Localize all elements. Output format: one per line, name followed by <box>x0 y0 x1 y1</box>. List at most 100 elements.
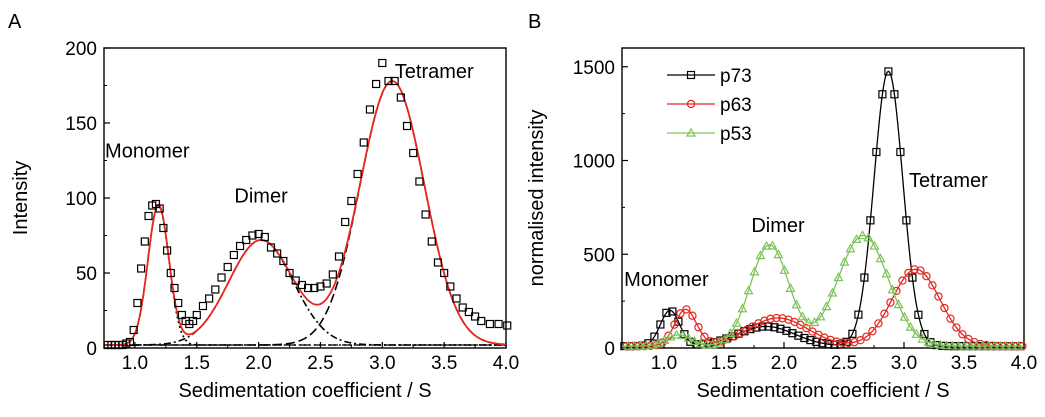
series-point-p53 <box>773 249 784 259</box>
data-point <box>174 298 183 308</box>
series-point-p53 <box>671 329 682 339</box>
data-point <box>334 252 344 261</box>
panel-b: 1.0 1.5 2.0 2.5 3.0 3.5 4.0 0 500 1000 1500 Sedimen… <box>526 11 1037 402</box>
series-point-p53 <box>635 340 646 350</box>
series-point-p53 <box>1001 340 1012 350</box>
series-point-p63 <box>856 336 865 345</box>
series-point-p53 <box>803 317 814 327</box>
series-point-p53 <box>827 287 838 297</box>
series-point-p53 <box>779 264 790 274</box>
series-point-p63 <box>718 336 727 346</box>
series-point-p53 <box>809 317 820 327</box>
series-point-p63 <box>880 309 889 318</box>
y-tick-label: 1500 <box>573 58 615 79</box>
data-point <box>125 337 135 347</box>
series-point-p73 <box>668 307 677 316</box>
data-point <box>341 217 350 227</box>
data-point <box>198 301 208 311</box>
series-point-p63 <box>844 338 853 348</box>
peak-annotation: Dimer <box>751 215 805 237</box>
series-point-p73 <box>776 324 785 333</box>
series-point-p63 <box>958 330 967 339</box>
legend-marker-p53 <box>685 127 697 137</box>
series-point-p53 <box>899 311 910 321</box>
peak-annotation: Tetramer <box>909 170 988 192</box>
data-point <box>137 264 146 273</box>
peak-annotation: Monomer <box>624 269 709 291</box>
legend-marker-p63 <box>686 99 696 109</box>
series-point-p63 <box>874 319 883 328</box>
series-point-p53 <box>893 299 904 309</box>
total-fit-line <box>104 80 506 346</box>
series-point-p63 <box>670 320 679 329</box>
series-point-p63 <box>826 335 835 345</box>
series-point-p53 <box>935 339 946 349</box>
series-point-p53 <box>941 340 952 350</box>
series-point-p63 <box>940 303 949 313</box>
series-point-p73 <box>914 310 923 319</box>
series-point-p73 <box>848 329 857 338</box>
peak-annotation: Tetramer <box>395 61 474 83</box>
series-point-p73 <box>860 273 869 282</box>
x-tick-label: 1.5 <box>184 353 210 374</box>
y-tick-label: 150 <box>65 114 97 135</box>
series-point-p53 <box>641 340 652 350</box>
plot-frame <box>621 47 1025 349</box>
data-point <box>140 237 149 246</box>
series-line-p53 <box>622 234 1024 347</box>
data-point <box>166 268 175 278</box>
legend-label-p63: p63 <box>720 95 752 116</box>
data-point <box>242 235 251 245</box>
series-point-p53 <box>743 285 754 295</box>
series-point-p73 <box>890 90 899 99</box>
series-point-p53 <box>881 268 892 278</box>
series-point-p53 <box>785 282 796 292</box>
data-point <box>303 283 313 293</box>
series-point-p53 <box>707 339 718 349</box>
data-point <box>229 250 238 260</box>
data-point <box>159 223 168 233</box>
data-point <box>133 298 142 308</box>
panel-a: 1.0 1.5 2.0 2.5 3.0 3.5 4.0 0 50 100 150 200 Sedimen… <box>8 11 519 402</box>
series-point-p53 <box>623 340 634 350</box>
series-point-p73 <box>902 216 911 225</box>
series-point-p73 <box>656 320 665 329</box>
y-tick-label: 1000 <box>573 152 615 173</box>
y-tick-label: 200 <box>65 39 97 60</box>
data-point <box>440 268 449 278</box>
series-point-p53 <box>1007 340 1018 350</box>
series-point-p63 <box>760 316 769 325</box>
series-point-p63 <box>772 313 781 323</box>
series-point-p73 <box>866 216 875 225</box>
data-point <box>260 232 269 242</box>
y-axis-title: Intensity <box>10 161 32 235</box>
tetramer-gaussian-line <box>104 80 506 346</box>
series-point-p63 <box>916 266 925 275</box>
series-point-p53 <box>887 284 898 294</box>
data-point <box>248 231 257 240</box>
series-point-p53 <box>719 334 730 344</box>
series-point-p73 <box>818 339 827 348</box>
data-point <box>365 105 375 114</box>
y-tick-label: 0 <box>86 339 97 360</box>
series-point-p53 <box>797 311 808 321</box>
series-point-p63 <box>862 332 871 341</box>
data-point <box>129 325 138 335</box>
series-point-p53 <box>905 321 916 331</box>
series-point-p63 <box>934 292 943 301</box>
series-point-p53 <box>911 328 922 338</box>
data-point <box>155 204 164 213</box>
data-point <box>494 319 503 329</box>
series-point-p73 <box>764 322 773 331</box>
x-tick-label: 3.0 <box>891 353 917 374</box>
data-point <box>310 283 319 293</box>
series-point-p53 <box>875 253 886 263</box>
series-point-p53 <box>791 299 802 309</box>
data-point <box>378 58 387 68</box>
series-point-p53 <box>857 230 868 240</box>
series-point-p63 <box>838 338 847 347</box>
series-point-p53 <box>761 240 772 250</box>
data-point <box>328 270 337 279</box>
data-point <box>402 121 412 131</box>
series-point-p73 <box>884 67 893 76</box>
